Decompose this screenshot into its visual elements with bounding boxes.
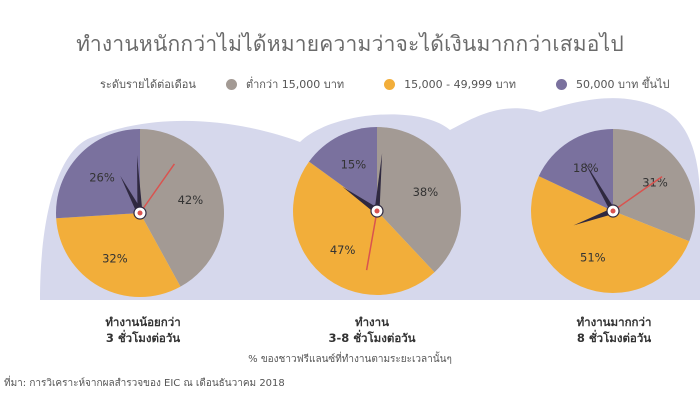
pie-slice <box>377 127 461 273</box>
clock-hand-hour <box>342 186 379 214</box>
legend: ระดับรายได้ต่อเดือน ต่ำกว่า 15,000 บาท 1… <box>100 74 700 94</box>
category-line: ทำงาน <box>355 315 389 329</box>
source-note: ที่มา: การวิเคราะห์จากผลสำรวจของ EIC ณ เ… <box>4 378 285 389</box>
slice-label: 42% <box>178 193 204 207</box>
slice-label: 38% <box>413 185 439 199</box>
slice-label: 18% <box>573 161 599 175</box>
category-line: ทำงานน้อยกว่า <box>105 315 181 329</box>
legend-dot <box>225 78 237 90</box>
clock-hand-minute <box>374 153 383 212</box>
category-label-2: ทำงาน 3-8 ชั่วโมงต่อวัน <box>287 314 457 346</box>
category-line: 8 ชั่วโมงต่อวัน <box>576 331 652 345</box>
page-title: ทำงานหนักกว่าไม่ได้หมายความว่าจะได้เงินม… <box>76 32 624 56</box>
slice-label: 15% <box>341 158 367 172</box>
category-line: 3 ชั่วโมงต่อวัน <box>105 331 181 345</box>
category-label-3: ทำงานมากกว่า 8 ชั่วโมงต่อวัน <box>529 314 699 346</box>
legend-item-mid: 15,000 - 49,999 บาท <box>384 75 516 93</box>
clock-center-dot <box>610 208 616 214</box>
slice-label: 32% <box>102 252 128 266</box>
clock-hand-second <box>612 175 663 212</box>
pie-slice <box>309 127 377 211</box>
pie-slice <box>531 176 690 293</box>
slice-label: 26% <box>89 170 115 184</box>
clock-hand-second <box>139 163 176 214</box>
legend-item-high: 50,000 บาท ขึ้นไป <box>556 75 669 93</box>
category-line: ทำงานมากกว่า <box>576 315 652 329</box>
category-line: 3-8 ชั่วโมงต่อวัน <box>328 331 416 345</box>
pie-slice <box>613 129 695 242</box>
legend-item-label: ต่ำกว่า 15,000 บาท <box>245 78 345 91</box>
legend-dot <box>384 78 396 90</box>
category-label-1: ทำงานน้อยกว่า 3 ชั่วโมงต่อวัน <box>58 314 228 346</box>
clock-hand-minute <box>584 160 616 213</box>
legend-item-low: ต่ำกว่า 15,000 บาท <box>225 75 345 93</box>
legend-item-label: 15,000 - 49,999 บาท <box>404 78 517 91</box>
pie-slice <box>293 161 435 295</box>
clock-hand-hour <box>120 175 143 215</box>
slice-label: 47% <box>330 243 356 257</box>
legend-dot <box>556 78 568 90</box>
clock-center-dot <box>374 208 380 214</box>
clock-hand-minute <box>137 155 143 214</box>
slice-label: 51% <box>580 251 606 265</box>
pie-slice <box>56 213 181 297</box>
clock-hand-hour <box>573 208 614 226</box>
pie-slice <box>140 129 225 287</box>
legend-label: ระดับรายได้ต่อเดือน <box>100 78 196 91</box>
pie-slice <box>538 129 613 211</box>
legend-item-label: 50,000 บาท ขึ้นไป <box>576 78 670 91</box>
chart-note: % ของชาวฟรีแลนซ์ที่ทำงานตามระยะเวลานั้นๆ <box>248 354 452 365</box>
pie-slice <box>56 129 141 219</box>
clock-hand-second <box>365 210 378 271</box>
clock-center-dot <box>137 210 143 216</box>
